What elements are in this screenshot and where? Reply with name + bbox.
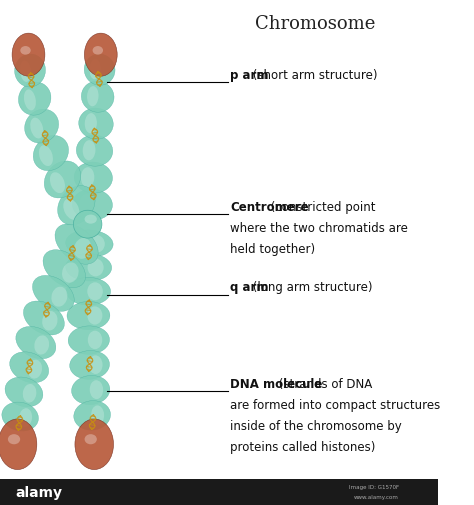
- Ellipse shape: [76, 136, 113, 167]
- Ellipse shape: [75, 419, 113, 470]
- Ellipse shape: [20, 62, 31, 83]
- Text: (strands of DNA: (strands of DNA: [275, 377, 372, 390]
- Ellipse shape: [73, 190, 112, 221]
- Ellipse shape: [74, 163, 112, 194]
- Ellipse shape: [19, 409, 32, 427]
- Ellipse shape: [51, 287, 67, 307]
- Ellipse shape: [73, 211, 102, 239]
- Ellipse shape: [68, 326, 109, 355]
- Ellipse shape: [84, 55, 115, 86]
- Text: (constricted point: (constricted point: [267, 200, 376, 213]
- Text: (long arm structure): (long arm structure): [249, 281, 372, 294]
- Ellipse shape: [67, 302, 110, 330]
- Ellipse shape: [18, 83, 51, 116]
- Text: alamy: alamy: [15, 485, 63, 499]
- Ellipse shape: [88, 259, 104, 277]
- Ellipse shape: [23, 301, 64, 335]
- Ellipse shape: [84, 34, 117, 77]
- Ellipse shape: [34, 336, 49, 355]
- Ellipse shape: [79, 195, 93, 215]
- Text: where the two chromatids are: where the two chromatids are: [230, 221, 408, 234]
- Ellipse shape: [66, 230, 113, 258]
- Ellipse shape: [16, 327, 56, 359]
- Ellipse shape: [84, 434, 97, 444]
- Ellipse shape: [88, 331, 102, 349]
- Ellipse shape: [0, 419, 37, 470]
- Text: are formed into compact structures: are formed into compact structures: [230, 398, 440, 411]
- Bar: [0, 479, 438, 505]
- Ellipse shape: [9, 352, 49, 383]
- Ellipse shape: [55, 225, 98, 265]
- Ellipse shape: [81, 168, 94, 188]
- Text: proteins called histones): proteins called histones): [230, 440, 375, 453]
- Ellipse shape: [39, 146, 53, 167]
- Ellipse shape: [82, 141, 95, 161]
- Ellipse shape: [92, 47, 103, 56]
- Ellipse shape: [24, 90, 36, 111]
- Ellipse shape: [85, 114, 97, 134]
- Ellipse shape: [5, 377, 43, 407]
- Text: inside of the chromosome by: inside of the chromosome by: [230, 419, 402, 432]
- Ellipse shape: [66, 278, 110, 306]
- Ellipse shape: [28, 360, 42, 379]
- Ellipse shape: [33, 276, 74, 312]
- Ellipse shape: [74, 401, 110, 430]
- Ellipse shape: [87, 307, 102, 325]
- Ellipse shape: [42, 312, 57, 331]
- Ellipse shape: [90, 380, 103, 399]
- Text: (short arm structure): (short arm structure): [249, 69, 377, 82]
- Ellipse shape: [87, 283, 103, 301]
- Ellipse shape: [43, 250, 85, 288]
- Text: DNA molecule: DNA molecule: [230, 377, 322, 390]
- Ellipse shape: [20, 47, 31, 56]
- Ellipse shape: [66, 254, 112, 281]
- Text: held together): held together): [230, 242, 315, 256]
- Text: Centromere: Centromere: [230, 200, 309, 213]
- Ellipse shape: [25, 110, 59, 144]
- Text: Chromosome: Chromosome: [255, 15, 376, 33]
- Ellipse shape: [72, 376, 110, 405]
- Ellipse shape: [23, 384, 36, 403]
- Ellipse shape: [91, 406, 104, 425]
- Text: www.alamy.com: www.alamy.com: [354, 494, 399, 499]
- Ellipse shape: [12, 34, 45, 77]
- Text: q arm: q arm: [230, 281, 269, 294]
- Ellipse shape: [88, 235, 105, 253]
- Text: Image ID: G1570F: Image ID: G1570F: [349, 484, 399, 489]
- Ellipse shape: [84, 215, 97, 224]
- Ellipse shape: [15, 55, 46, 88]
- Ellipse shape: [64, 199, 80, 220]
- Ellipse shape: [8, 434, 20, 444]
- Ellipse shape: [89, 356, 102, 374]
- Ellipse shape: [90, 60, 100, 80]
- Ellipse shape: [44, 162, 81, 198]
- Ellipse shape: [87, 87, 99, 107]
- Ellipse shape: [82, 82, 114, 113]
- Ellipse shape: [50, 173, 65, 194]
- Ellipse shape: [70, 351, 109, 380]
- Ellipse shape: [79, 109, 113, 140]
- Ellipse shape: [33, 136, 69, 171]
- Text: p arm: p arm: [230, 69, 269, 82]
- Ellipse shape: [74, 238, 91, 260]
- Ellipse shape: [30, 118, 43, 139]
- Ellipse shape: [62, 263, 79, 283]
- Ellipse shape: [58, 186, 95, 225]
- Ellipse shape: [2, 402, 38, 431]
